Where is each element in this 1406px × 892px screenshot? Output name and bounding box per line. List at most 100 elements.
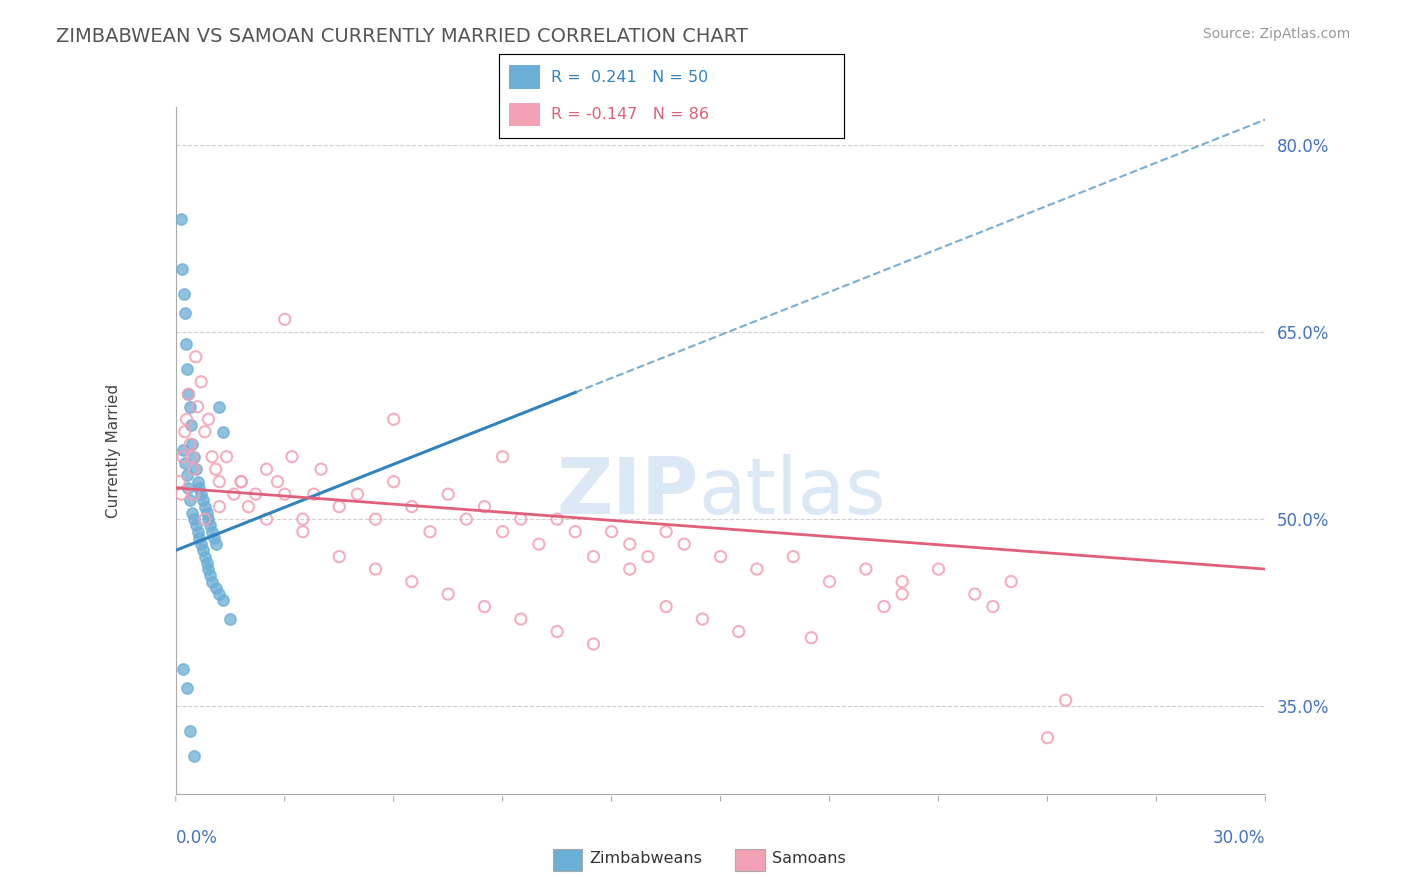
Point [245, 487, 267, 501]
Point [281, 450, 304, 464]
Text: atlas: atlas [699, 454, 886, 530]
Point [509, 512, 531, 526]
Point [437, 487, 460, 501]
Point [364, 512, 387, 526]
Point [177, 387, 200, 401]
Point [546, 512, 568, 526]
Point [401, 574, 423, 589]
Point [204, 462, 226, 476]
Point [437, 587, 460, 601]
Text: 30.0%: 30.0% [1213, 829, 1265, 847]
Point [170, 212, 193, 227]
Point [1000, 574, 1022, 589]
Point [176, 681, 198, 695]
Point [266, 475, 288, 489]
Point [194, 425, 217, 439]
Point [190, 487, 212, 501]
Point [346, 487, 368, 501]
Point [183, 462, 205, 476]
Point [619, 562, 641, 576]
Bar [509, 103, 540, 127]
Point [382, 475, 405, 489]
Point [328, 500, 350, 514]
Text: 0.0%: 0.0% [176, 829, 218, 847]
Point [183, 749, 205, 764]
Point [546, 624, 568, 639]
Point [782, 549, 804, 564]
Point [655, 599, 678, 614]
Point [172, 450, 194, 464]
Point [710, 549, 733, 564]
Point [200, 518, 222, 533]
Point [170, 487, 193, 501]
Point [204, 581, 226, 595]
Point [401, 500, 423, 514]
Point [201, 450, 224, 464]
Point [186, 400, 209, 414]
Point [179, 400, 201, 414]
Point [208, 587, 231, 601]
Point [1036, 731, 1059, 745]
Point [873, 599, 896, 614]
Point [188, 481, 211, 495]
Point [619, 537, 641, 551]
Text: Samoans: Samoans [772, 851, 845, 866]
Point [291, 512, 314, 526]
Point [181, 450, 204, 464]
Point [190, 375, 212, 389]
Point [202, 531, 225, 545]
Point [582, 549, 605, 564]
Bar [735, 848, 765, 871]
Point [302, 487, 325, 501]
Point [194, 549, 217, 564]
Text: R =  0.241   N = 50: R = 0.241 N = 50 [551, 70, 709, 85]
Point [186, 475, 209, 489]
Point [197, 412, 219, 426]
Point [419, 524, 441, 539]
Point [194, 512, 217, 526]
Point [173, 425, 195, 439]
Point [800, 631, 823, 645]
Point [891, 574, 914, 589]
Point [184, 462, 207, 476]
Point [172, 662, 194, 676]
Point [188, 531, 211, 545]
Point [172, 443, 194, 458]
Point [200, 568, 222, 582]
Point [364, 562, 387, 576]
Point [181, 506, 204, 520]
Point [195, 506, 218, 520]
Point [176, 468, 198, 483]
Point [176, 412, 198, 426]
Point [637, 549, 659, 564]
Point [274, 487, 297, 501]
Point [474, 599, 496, 614]
Text: Zimbabweans: Zimbabweans [589, 851, 702, 866]
Point [928, 562, 950, 576]
Bar [509, 65, 540, 89]
Point [231, 475, 253, 489]
Text: ZIMBABWEAN VS SAMOAN CURRENTLY MARRIED CORRELATION CHART: ZIMBABWEAN VS SAMOAN CURRENTLY MARRIED C… [56, 27, 748, 45]
Point [222, 487, 245, 501]
Point [474, 500, 496, 514]
Point [208, 500, 231, 514]
Point [174, 337, 197, 351]
Point [181, 437, 204, 451]
Point [727, 624, 749, 639]
Point [180, 418, 202, 433]
Point [194, 500, 217, 514]
Point [745, 562, 768, 576]
Point [197, 512, 219, 526]
Point [509, 612, 531, 626]
Point [527, 537, 550, 551]
Point [492, 450, 515, 464]
Point [291, 524, 314, 539]
Point [582, 637, 605, 651]
Point [212, 593, 235, 607]
Point [186, 524, 209, 539]
Point [855, 562, 877, 576]
Point [492, 524, 515, 539]
Point [201, 574, 224, 589]
Point [382, 412, 405, 426]
Point [173, 456, 195, 470]
